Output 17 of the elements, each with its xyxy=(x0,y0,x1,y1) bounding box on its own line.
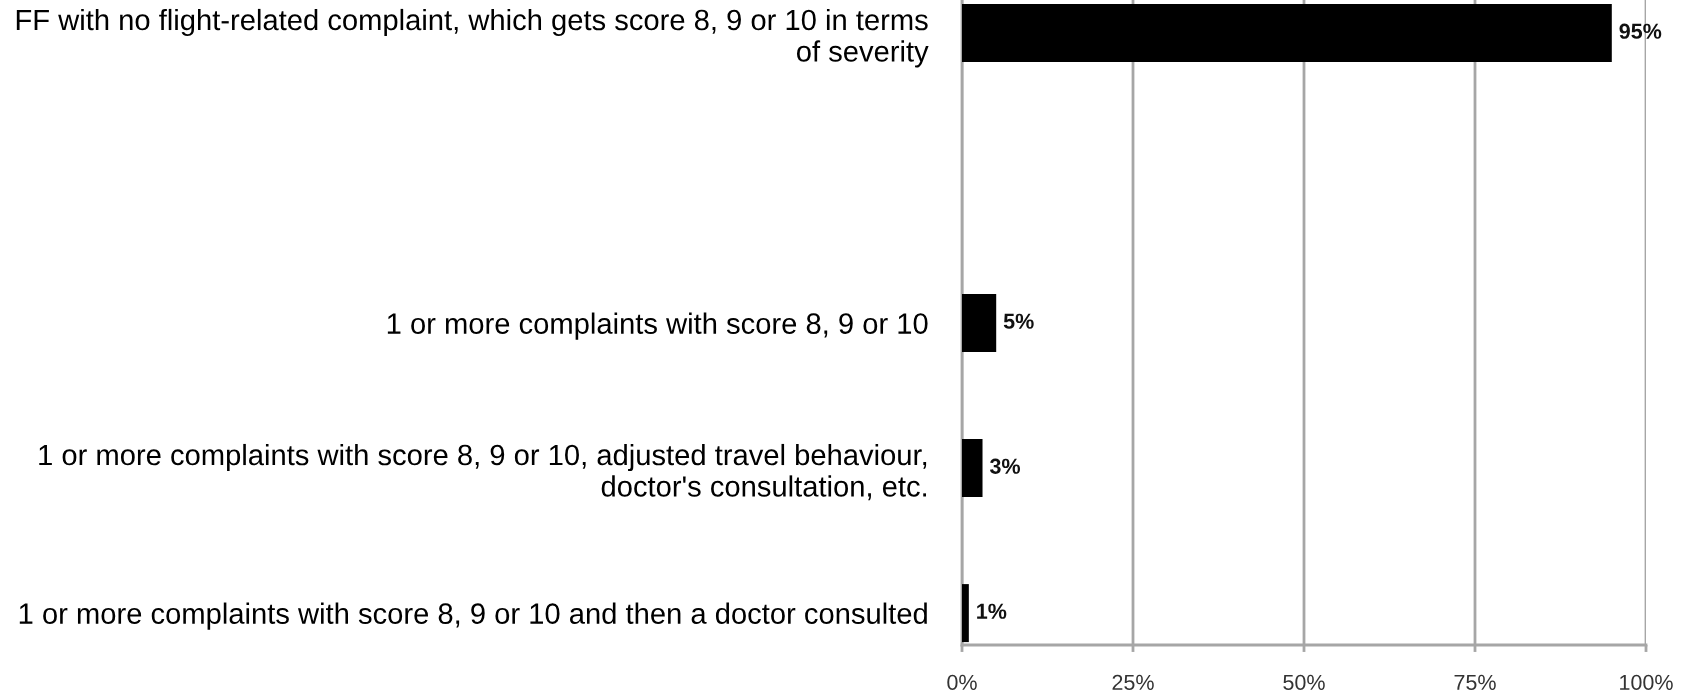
bar xyxy=(962,294,997,353)
data-label: 5% xyxy=(1003,313,1034,329)
y-tick-label: 1 or more complaints with score 8, 9 or 10 xyxy=(387,312,928,340)
data-label: 1% xyxy=(977,603,1007,619)
bar xyxy=(962,584,969,643)
x-tick-label: 75% xyxy=(1454,674,1496,690)
y-tick-label: 1 or more complaints with score 8, 9 or 10, adjusted travel behaviour, doctor's consultation, etc. xyxy=(39,443,927,501)
x-tick-label: 100% xyxy=(1620,674,1673,690)
y-tick-label: FF with no flight-related complaint, which gets score 8, 9 or 10 in terms of severity xyxy=(16,8,929,68)
y-tick-label: 1 or more complaints with score 8, 9 or 10 and then a doctor consulted xyxy=(19,602,927,630)
x-tick-label: 25% xyxy=(1112,674,1154,690)
bar xyxy=(962,439,983,498)
x-tick-label: 0% xyxy=(947,674,977,690)
x-tick-label: 50% xyxy=(1283,674,1325,690)
data-label: 3% xyxy=(989,458,1021,474)
data-label: 95% xyxy=(1619,23,1662,39)
bar xyxy=(962,4,1612,63)
